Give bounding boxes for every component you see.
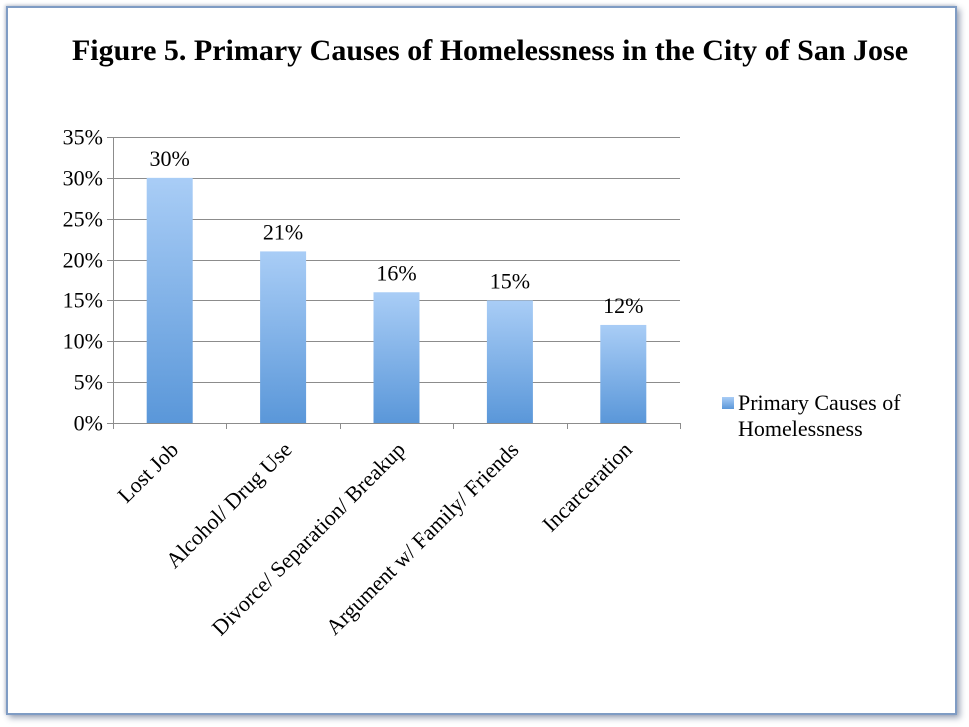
bar <box>373 292 420 423</box>
y-tick-label: 5% <box>74 370 103 395</box>
x-category-label: Divorce/ Separation/ Breakup <box>207 437 410 640</box>
legend-swatch <box>722 397 734 409</box>
y-tick-label: 20% <box>63 248 103 273</box>
chart-title: Figure 5. Primary Causes of Homelessness… <box>71 34 909 67</box>
bar <box>146 177 193 423</box>
y-tick-label: 30% <box>63 166 103 191</box>
bar <box>260 251 307 423</box>
data-labels: 30% 21% 16% 15% 12% <box>150 146 644 318</box>
data-label: 21% <box>263 219 303 244</box>
data-label: 30% <box>150 146 190 171</box>
legend-label: Primary Causes of Homelessness <box>738 390 901 441</box>
data-label: 16% <box>376 260 416 285</box>
bar <box>600 324 647 423</box>
data-label: 15% <box>490 268 530 293</box>
bar <box>486 300 533 423</box>
y-tick-label: 35% <box>63 125 103 150</box>
bars <box>146 177 647 423</box>
x-category-label: Lost Job <box>112 437 183 508</box>
x-category-label: Incarceration <box>537 437 637 537</box>
y-tick-label: 25% <box>63 207 103 232</box>
y-tick-labels: 0% 5% 10% 15% 20% 25% 30% 35% <box>63 125 103 436</box>
y-tick-label: 0% <box>74 411 103 436</box>
x-category-label: Argument w/ Family/ Friends <box>321 437 524 640</box>
axes <box>107 137 681 429</box>
data-label: 12% <box>603 293 643 318</box>
y-tick-label: 15% <box>63 288 103 313</box>
y-tick-label: 10% <box>63 329 103 354</box>
